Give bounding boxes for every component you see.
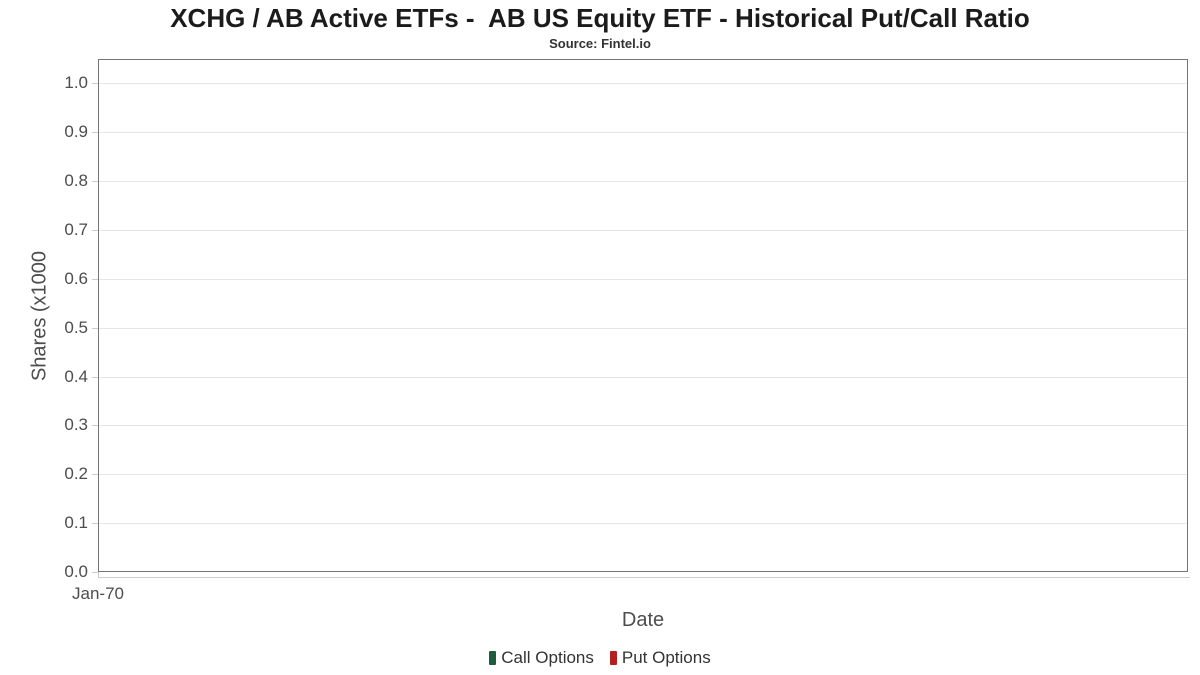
y-tick-mark — [92, 474, 98, 475]
legend-marker-put-options — [609, 651, 617, 665]
legend-item-put-options[interactable]: Put Options — [609, 648, 711, 668]
y-tick-mark — [92, 279, 98, 280]
x-axis-tick-mark — [98, 572, 99, 578]
y-tick-mark — [92, 425, 98, 426]
plot-area — [98, 59, 1188, 572]
x-axis-line — [98, 577, 1190, 578]
y-tick-label: 0.5 — [64, 318, 88, 337]
legend-marker-call-options — [489, 651, 497, 665]
y-tick-label: 0.6 — [64, 269, 88, 288]
y-tick-mark — [92, 132, 98, 133]
y-tick-label: 0.3 — [64, 415, 88, 434]
y-gridline — [98, 474, 1188, 475]
y-tick-label: 0.2 — [64, 464, 88, 483]
y-gridline — [98, 132, 1188, 133]
x-axis-title: Date — [621, 609, 665, 631]
y-gridline — [98, 279, 1188, 280]
y-tick-label: 1.0 — [64, 73, 88, 92]
y-tick-label: 0.7 — [64, 220, 88, 239]
y-tick-label: 0.4 — [64, 367, 88, 386]
y-gridline — [98, 377, 1188, 378]
y-gridline — [98, 328, 1188, 329]
x-tick-label: Jan-70 — [72, 584, 124, 603]
y-gridline — [98, 425, 1188, 426]
chart-subtitle: Source: Fintel.io — [549, 36, 651, 51]
y-tick-mark — [92, 181, 98, 182]
legend-label-call-options: Call Options — [501, 648, 594, 667]
y-tick-mark — [92, 572, 98, 573]
y-tick-mark — [92, 328, 98, 329]
y-tick-label: 0.9 — [64, 122, 88, 141]
legend-label-put-options: Put Options — [621, 648, 711, 667]
y-tick-mark — [92, 230, 98, 231]
y-tick-mark — [92, 83, 98, 84]
y-tick-label: 0.1 — [64, 513, 88, 532]
y-tick-label: 0.8 — [64, 171, 88, 190]
y-gridline — [98, 181, 1188, 182]
y-tick-mark — [92, 377, 98, 378]
y-tick-mark — [92, 523, 98, 524]
legend-item-call-options[interactable]: Call Options — [489, 648, 594, 668]
y-gridline — [98, 523, 1188, 524]
chart-title: XCHG / AB Active ETFs - AB US Equity ETF… — [170, 3, 1030, 33]
y-tick-label: 0.0 — [64, 562, 88, 581]
y-gridline — [98, 83, 1188, 84]
y-gridline — [98, 230, 1188, 231]
legend: Call Options Put Options — [0, 645, 1200, 671]
